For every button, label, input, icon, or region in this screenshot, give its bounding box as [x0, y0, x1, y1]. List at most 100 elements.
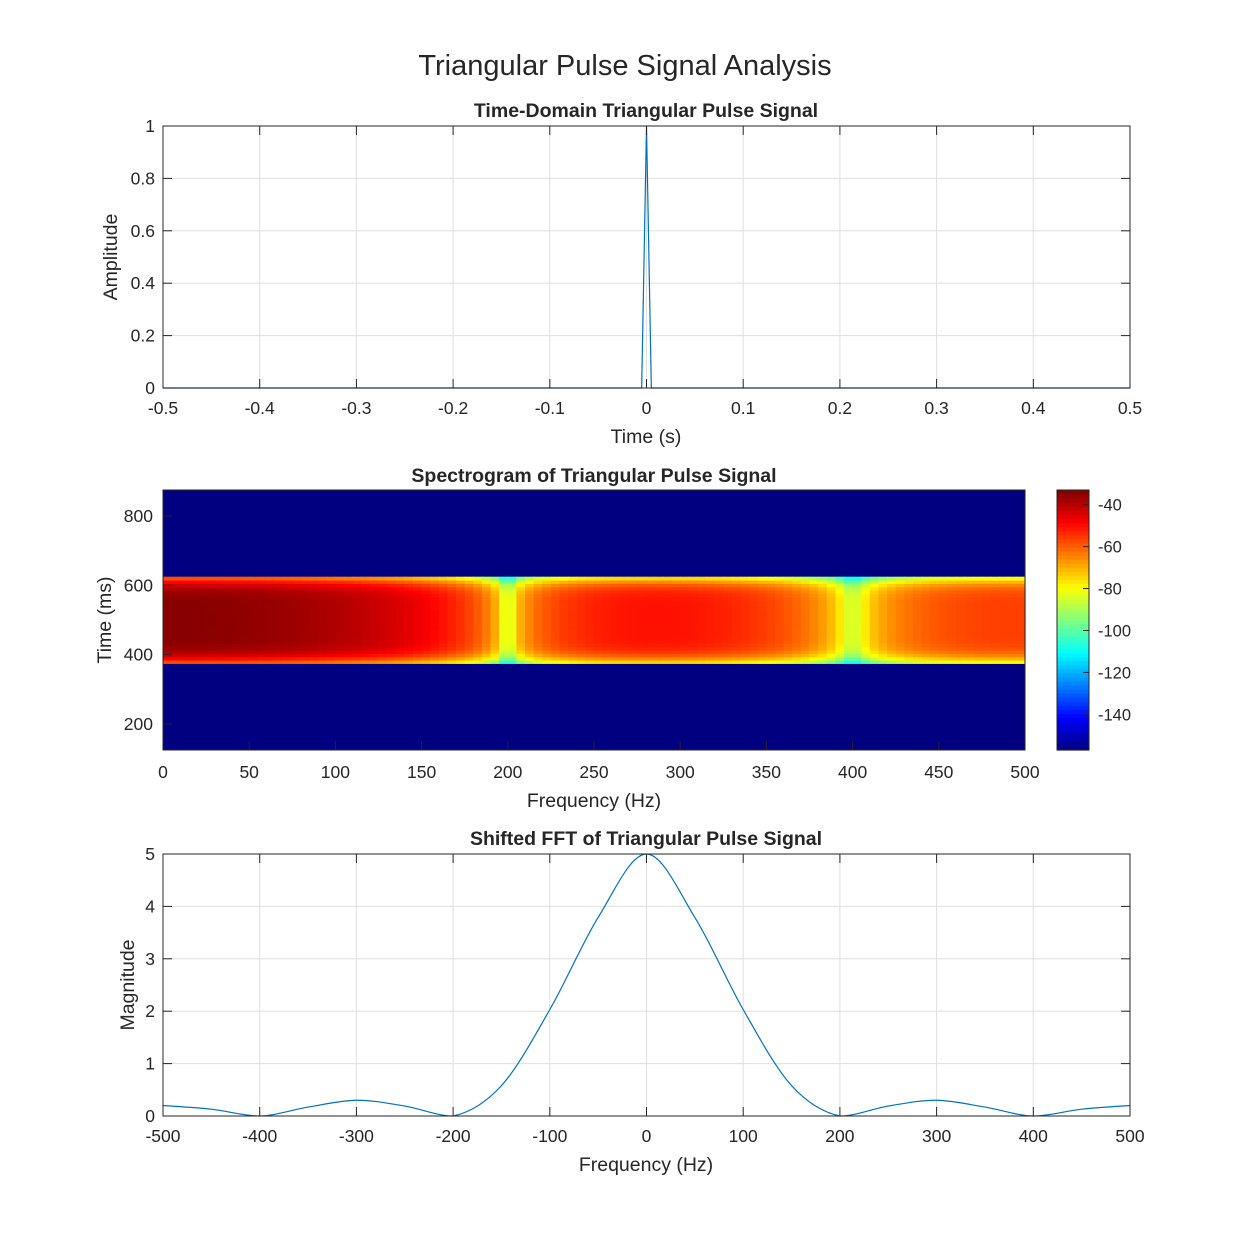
- spectrogram-cell: [904, 656, 914, 661]
- spectrogram-cell: [809, 613, 819, 618]
- spectrogram-cell: [887, 616, 897, 621]
- spectrogram-cell: [947, 630, 957, 634]
- spectrogram-cell: [568, 576, 578, 581]
- spectrogram-cell: [723, 620, 733, 624]
- spectrogram-cell: [706, 626, 716, 631]
- spectrogram-cell: [464, 586, 474, 591]
- spectrogram-cell: [973, 580, 983, 584]
- spectrogram-cell: [352, 590, 362, 594]
- spectrogram-cell: [861, 653, 871, 658]
- spectrogram-cell: [731, 653, 742, 658]
- spectrogram-cell: [637, 640, 647, 644]
- spectrogram-xtick-label: 0: [158, 762, 168, 782]
- spectrogram-cell: [430, 583, 440, 588]
- spectrogram-cell: [990, 653, 1000, 658]
- spectrogram-cell: [533, 603, 543, 608]
- spectrogram-cell: [499, 590, 509, 594]
- spectrogram-cell: [800, 610, 811, 614]
- spectrogram-cell: [490, 596, 500, 601]
- spectrogram-cell: [723, 623, 733, 628]
- spectrogram-cell: [516, 593, 526, 598]
- spectrogram-cell: [671, 653, 681, 658]
- spectrogram-cell: [481, 623, 492, 628]
- spectrogram-cell: [757, 653, 767, 658]
- spectrogram-cell: [809, 606, 819, 611]
- spectrogram-cell: [714, 623, 724, 628]
- spectrogram-cell: [490, 620, 500, 624]
- spectrogram-cell: [559, 646, 569, 651]
- spectrogram-cell: [861, 603, 871, 608]
- spectrogram-cell: [990, 640, 1000, 644]
- spectrogram-cell: [895, 580, 905, 584]
- spectrogram-cell: [550, 593, 561, 598]
- spectrogram-cell: [490, 590, 500, 594]
- spectrogram-cell: [757, 660, 767, 664]
- spectrogram-cell: [947, 620, 957, 624]
- spectrogram-cell: [921, 626, 931, 631]
- spectrogram-cell: [525, 593, 535, 598]
- spectrogram-cell: [783, 640, 793, 644]
- colorbar-segment: [1057, 530, 1089, 536]
- spectrogram-cell: [757, 633, 767, 638]
- spectrogram-cell: [180, 603, 190, 608]
- spectrogram-cell: [843, 586, 854, 591]
- spectrogram-cell: [412, 630, 423, 634]
- spectrogram-cell: [688, 646, 699, 651]
- spectrogram-cell: [318, 596, 328, 601]
- spectrogram-cell: [412, 603, 423, 608]
- spectrogram-cell: [395, 610, 405, 614]
- spectrogram-cell: [826, 600, 836, 604]
- spectrogram-cell: [947, 636, 957, 641]
- spectrogram-cell: [800, 593, 811, 598]
- spectrogram-cell: [533, 580, 543, 584]
- spectrogram-cell: [731, 586, 742, 591]
- spectrogram-cell: [680, 656, 690, 661]
- spectrogram-cell: [249, 593, 259, 598]
- spectrogram-cell: [757, 626, 767, 631]
- spectrogram-cell: [464, 613, 474, 618]
- spectrogram-cell: [335, 650, 345, 654]
- spectrogram-cell: [688, 600, 699, 604]
- spectrogram-cell: [559, 653, 569, 658]
- spectrogram-cell: [533, 593, 543, 598]
- colorbar-segment: [1057, 510, 1089, 515]
- spectrogram-cell: [318, 580, 328, 584]
- spectrogram-cell: [231, 656, 242, 661]
- spectrogram-cell: [895, 650, 905, 654]
- spectrogram-cell: [800, 630, 811, 634]
- spectrogram-cell: [352, 620, 362, 624]
- spectrogram-cell: [731, 626, 742, 631]
- spectrogram-cell: [990, 660, 1000, 664]
- spectrogram-cell: [309, 606, 319, 611]
- spectrogram-cell: [749, 646, 759, 651]
- spectrogram-cell: [473, 650, 483, 654]
- spectrogram-cell: [326, 620, 336, 624]
- spectrogram-cell: [723, 603, 733, 608]
- spectrogram-cell: [188, 596, 199, 601]
- spectrogram-cell: [697, 620, 707, 624]
- spectrogram-cell: [412, 600, 423, 604]
- spectrogram-cell: [619, 623, 630, 628]
- spectrogram-cell: [973, 623, 983, 628]
- spectrogram-cell: [869, 606, 880, 611]
- spectrogram-cell: [921, 616, 931, 621]
- spectrogram-cell: [275, 606, 285, 611]
- spectrogram-cell: [921, 630, 931, 634]
- spectrogram-cell: [999, 633, 1009, 638]
- spectrogram-cell: [792, 576, 802, 581]
- spectrogram-cell: [809, 590, 819, 594]
- spectrogram-cell: [869, 643, 880, 648]
- spectrogram-cell: [818, 640, 828, 644]
- spectrogram-cell: [723, 590, 733, 594]
- spectrogram-cell: [921, 660, 931, 664]
- spectrogram-cell: [611, 643, 621, 648]
- spectrogram-cell: [654, 643, 664, 648]
- spectrogram-cell: [878, 610, 888, 614]
- spectrogram-cell: [481, 646, 492, 651]
- spectrogram-cell: [206, 640, 216, 644]
- spectrogram-cell: [835, 586, 845, 591]
- spectrogram-cell: [990, 586, 1000, 591]
- spectrogram-cell: [887, 643, 897, 648]
- spectrogram-cell: [680, 600, 690, 604]
- spectrogram-cell: [404, 660, 414, 664]
